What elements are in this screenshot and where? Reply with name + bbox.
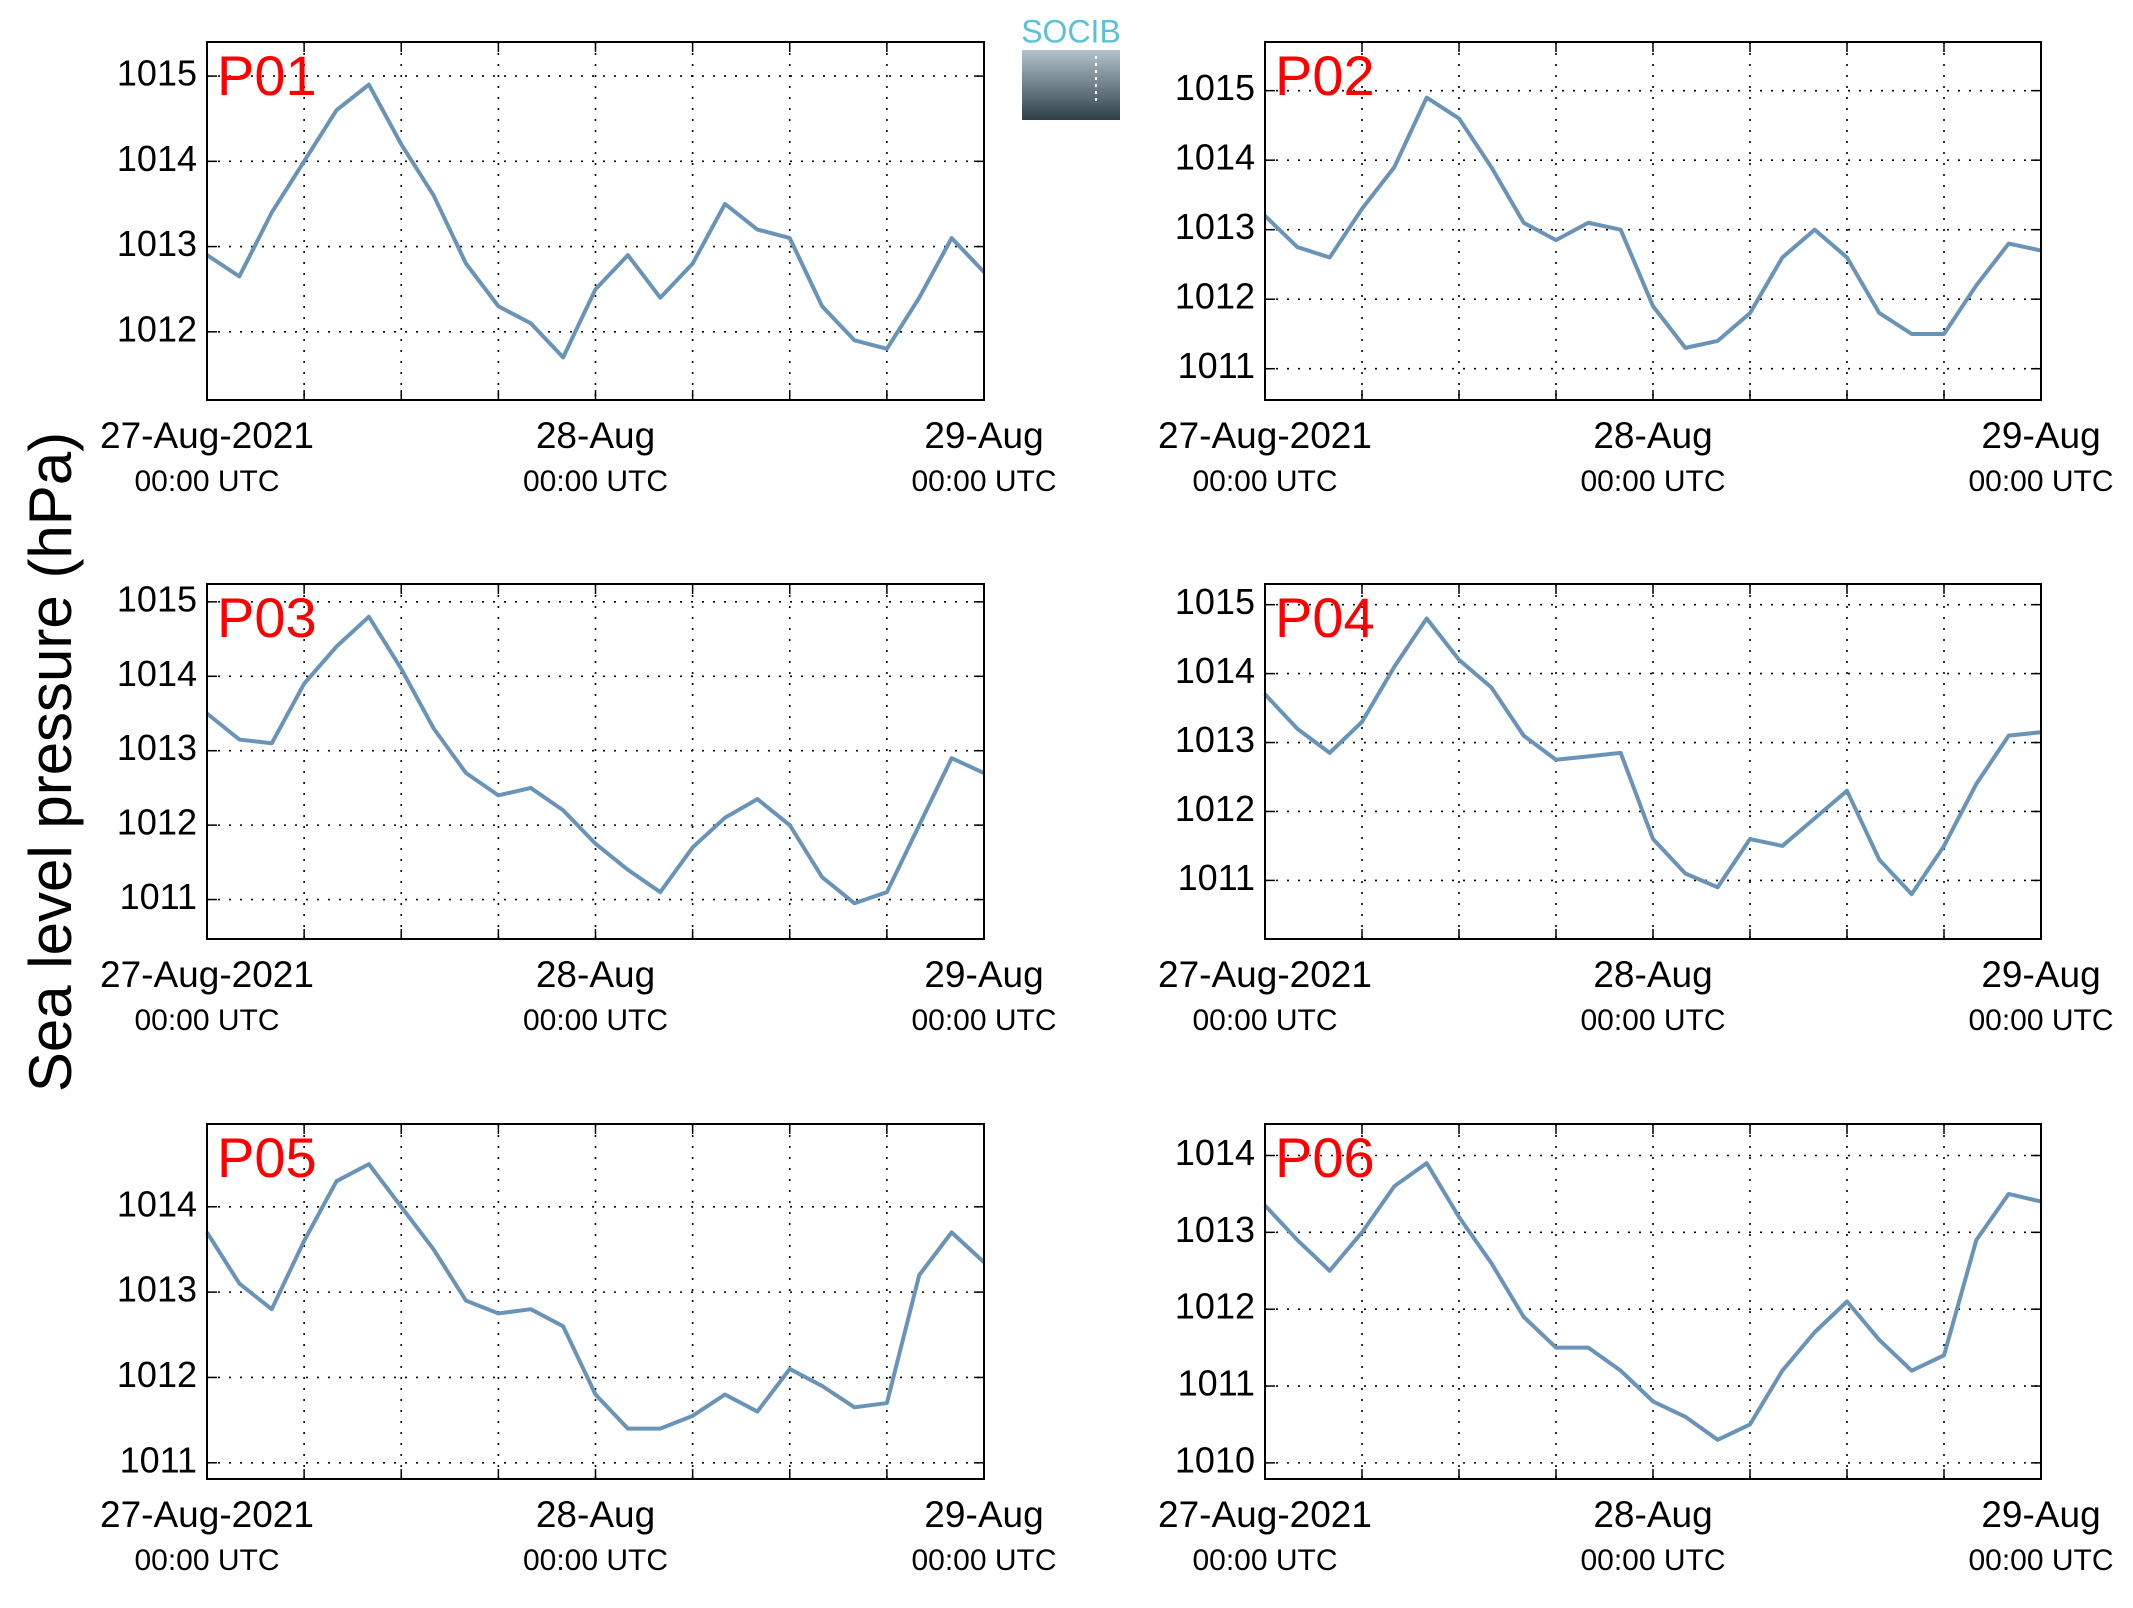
y-tick-label: 1015 — [117, 53, 197, 94]
x-tick-sublabel: 00:00 UTC — [1968, 1004, 2113, 1037]
y-tick-label: 1013 — [1175, 719, 1255, 760]
y-tick-label: 1014 — [1175, 1132, 1255, 1173]
panel-title: P03 — [217, 586, 317, 649]
y-tick-label: 1012 — [117, 802, 197, 843]
logo: SOCIB — [1021, 13, 1121, 120]
x-tick-label: 27-Aug-2021 — [100, 415, 314, 456]
y-tick-label: 1011 — [120, 876, 197, 917]
x-tick-sublabel: 00:00 UTC — [523, 465, 668, 498]
x-tick-sublabel: 00:00 UTC — [911, 1004, 1056, 1037]
y-tick-label: 1015 — [1175, 581, 1255, 622]
x-tick-sublabel: 00:00 UTC — [134, 465, 279, 498]
x-tick-label: 27-Aug-2021 — [1158, 954, 1372, 995]
y-tick-label: 1013 — [117, 727, 197, 768]
x-tick-sublabel: 00:00 UTC — [134, 1544, 279, 1577]
plot-frame — [206, 1123, 985, 1480]
logo-text: SOCIB — [1021, 13, 1121, 49]
plot-frame — [1264, 1123, 2042, 1480]
y-tick-label: 1013 — [117, 1269, 197, 1310]
x-tick-sublabel: 00:00 UTC — [134, 1004, 279, 1037]
y-tick-label: 1014 — [117, 1183, 197, 1224]
y-tick-label: 1014 — [117, 138, 197, 179]
x-tick-sublabel: 00:00 UTC — [1580, 1004, 1725, 1037]
y-tick-label: 1012 — [117, 1354, 197, 1395]
x-tick-label: 29-Aug — [1981, 954, 2100, 995]
x-tick-label: 28-Aug — [1593, 954, 1712, 995]
x-tick-sublabel: 00:00 UTC — [1968, 1544, 2113, 1577]
y-tick-label: 1011 — [1178, 345, 1255, 386]
y-tick-label: 1014 — [1175, 650, 1255, 691]
x-tick-label: 28-Aug — [536, 1494, 655, 1535]
x-tick-label: 27-Aug-2021 — [100, 954, 314, 995]
x-tick-label: 28-Aug — [536, 954, 655, 995]
y-tick-label: 1012 — [1175, 1286, 1255, 1327]
panel-title: P02 — [1275, 44, 1375, 107]
y-tick-label: 1013 — [1175, 206, 1255, 247]
y-tick-label: 1010 — [1175, 1439, 1255, 1480]
x-tick-label: 28-Aug — [1593, 1494, 1712, 1535]
y-tick-label: 1012 — [117, 308, 197, 349]
x-tick-sublabel: 00:00 UTC — [1968, 465, 2113, 498]
x-tick-label: 29-Aug — [924, 954, 1043, 995]
x-tick-sublabel: 00:00 UTC — [1192, 465, 1337, 498]
x-tick-sublabel: 00:00 UTC — [1580, 465, 1725, 498]
plot-frame — [1264, 41, 2042, 401]
x-tick-sublabel: 00:00 UTC — [911, 1544, 1056, 1577]
panel-title: P04 — [1275, 586, 1375, 649]
panel-title: P05 — [217, 1126, 317, 1189]
x-tick-sublabel: 00:00 UTC — [523, 1544, 668, 1577]
x-tick-label: 29-Aug — [1981, 1494, 2100, 1535]
x-tick-label: 27-Aug-2021 — [1158, 415, 1372, 456]
panel-title: P01 — [217, 44, 317, 107]
x-tick-label: 28-Aug — [1593, 415, 1712, 456]
series-line — [205, 614, 985, 906]
series-line — [205, 82, 986, 360]
y-tick-label: 1015 — [1175, 67, 1255, 108]
x-tick-sublabel: 00:00 UTC — [523, 1004, 668, 1037]
x-tick-sublabel: 00:00 UTC — [911, 465, 1056, 498]
x-tick-label: 29-Aug — [924, 415, 1043, 456]
y-tick-label: 1011 — [1178, 1363, 1255, 1404]
plot-frame — [1264, 583, 2042, 940]
y-tick-label: 1014 — [117, 653, 197, 694]
series-line — [1263, 1161, 2042, 1442]
logo-box — [1022, 50, 1120, 120]
y-tick-label: 1013 — [117, 223, 197, 264]
plot-frame — [206, 41, 985, 401]
y-tick-label: 1014 — [1175, 137, 1255, 178]
y-axis-label: Sea level pressure (hPa) — [17, 432, 84, 1092]
y-tick-label: 1012 — [1175, 788, 1255, 829]
series-line — [1263, 616, 2042, 897]
series-line — [1263, 95, 2042, 350]
x-tick-label: 27-Aug-2021 — [100, 1494, 314, 1535]
y-tick-label: 1011 — [120, 1439, 197, 1480]
plot-frame — [206, 583, 985, 940]
panel-title: P06 — [1275, 1126, 1375, 1189]
y-tick-label: 1012 — [1175, 276, 1255, 317]
x-tick-label: 29-Aug — [924, 1494, 1043, 1535]
x-tick-label: 29-Aug — [1981, 415, 2100, 456]
y-tick-label: 1013 — [1175, 1209, 1255, 1250]
x-tick-sublabel: 00:00 UTC — [1192, 1004, 1337, 1037]
y-tick-label: 1015 — [117, 578, 197, 619]
x-tick-label: 28-Aug — [536, 415, 655, 456]
x-tick-sublabel: 00:00 UTC — [1192, 1544, 1337, 1577]
series-line — [205, 1162, 986, 1431]
x-tick-sublabel: 00:00 UTC — [1580, 1544, 1725, 1577]
x-tick-label: 27-Aug-2021 — [1158, 1494, 1372, 1535]
y-tick-label: 1011 — [1178, 857, 1255, 898]
